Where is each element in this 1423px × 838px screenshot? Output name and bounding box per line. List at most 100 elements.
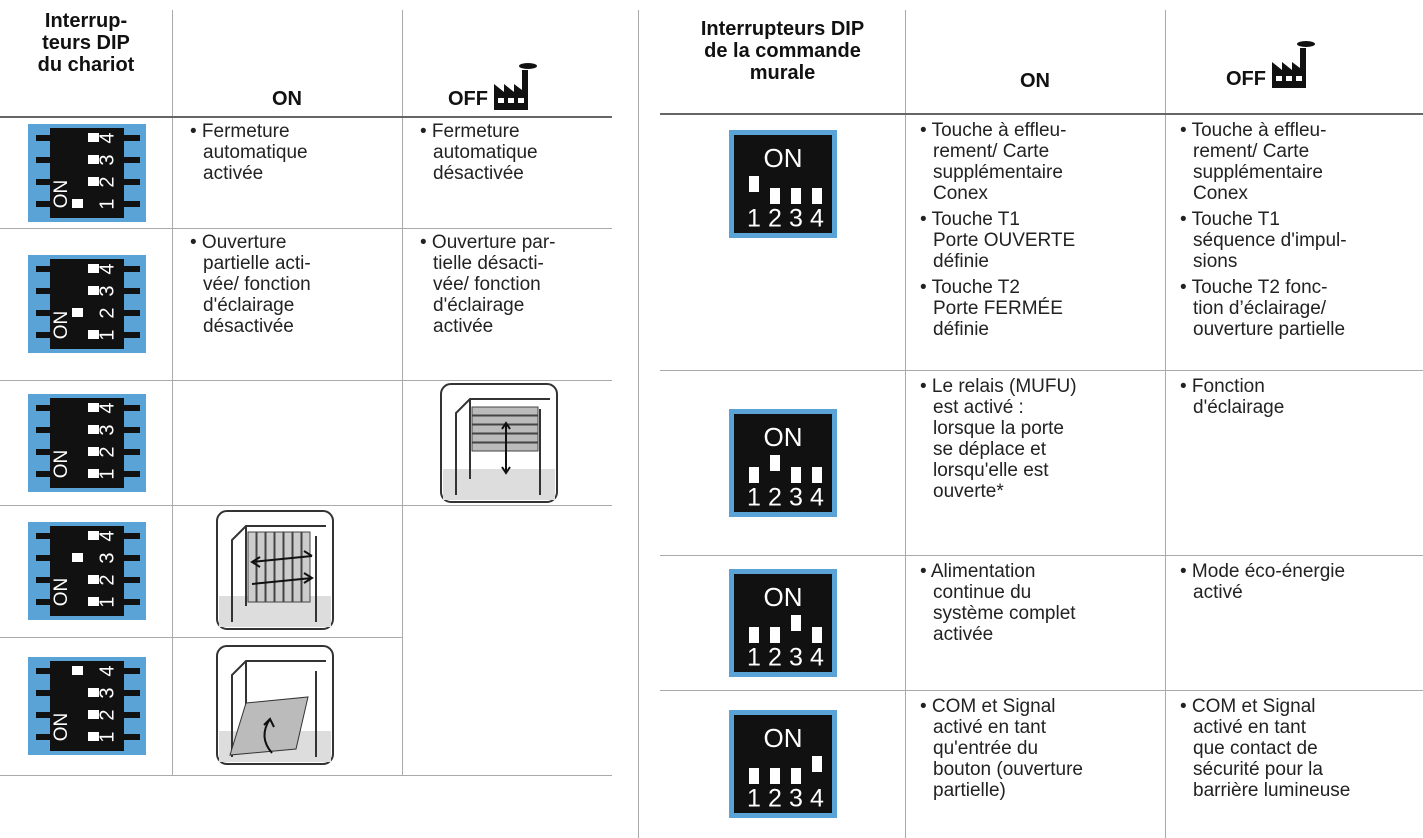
dip-number: 4 [96, 665, 118, 676]
opening [231, 525, 326, 622]
dip-number: 3 [789, 785, 803, 813]
arrow [263, 717, 275, 754]
window [1276, 76, 1282, 81]
bullet-list: • Touche à effleu- rement/ Carte supplém… [1180, 120, 1420, 345]
dip-number: 3 [789, 643, 803, 671]
window [1296, 76, 1302, 81]
pin [36, 555, 140, 561]
dip-number: 3 [96, 154, 118, 165]
switch [88, 597, 99, 606]
switch [812, 466, 822, 483]
factory-shape [1272, 48, 1306, 88]
dip-number: 4 [96, 132, 118, 143]
switch [88, 330, 99, 339]
smoke [1297, 41, 1315, 47]
switch [88, 424, 99, 434]
switch [72, 553, 83, 562]
dip-on: ON [764, 581, 803, 611]
rule-line [0, 228, 612, 229]
dip-number: 2 [96, 709, 118, 720]
switch [791, 188, 801, 204]
dip-switch: 4 3 2 1 ON [28, 657, 146, 755]
dip-number: 1 [96, 596, 118, 607]
bullet-list: • Le relais (MUFU) est activé : lorsque … [920, 376, 1160, 507]
switch [749, 626, 759, 643]
rule-line [0, 505, 612, 506]
dip-number: 1 [747, 205, 761, 233]
switch [88, 710, 99, 719]
window [508, 98, 514, 103]
arrow [501, 421, 511, 475]
switch [749, 176, 759, 192]
dip-number: 1 [96, 329, 118, 340]
switch [88, 264, 99, 273]
window [518, 98, 524, 103]
bullet-item: • Mode éco-énergie activé [1180, 561, 1346, 603]
dip-number: 3 [96, 285, 118, 296]
dip-on: ON [51, 578, 72, 607]
dip-number: 4 [810, 205, 824, 233]
bullet-item: • Touche à effleu- rement/ Carte supplém… [1180, 120, 1327, 204]
dip-number: 3 [96, 424, 118, 435]
bullet-list: • Mode éco-énergie activé [1180, 561, 1420, 608]
dip-number: 1 [96, 731, 118, 742]
rule-line [0, 775, 612, 776]
dip-on: ON [764, 723, 803, 753]
switch [88, 286, 99, 295]
rule-line [638, 10, 639, 838]
panel [471, 406, 539, 416]
dip-number: 4 [96, 530, 118, 541]
dip-switch: 4 3 2 1 ON [28, 393, 146, 492]
bullet-item: • Touche à effleu- rement/ Carte supplém… [920, 120, 1067, 204]
header-cell: Interrupteurs DIP de la commande murale [700, 18, 865, 84]
factory-shape [494, 70, 528, 110]
switch [791, 768, 801, 784]
pin [36, 200, 140, 207]
bullet-list: • Touche à effleu- rement/ Carte supplém… [920, 120, 1160, 345]
switch [770, 626, 780, 643]
rule-line [660, 555, 1423, 556]
dip-number: 4 [810, 483, 824, 511]
switch [812, 756, 822, 772]
switch [88, 176, 99, 186]
switch [88, 732, 99, 741]
window [1286, 76, 1292, 81]
switch [770, 768, 780, 784]
bullet-item: • Ouverture partielle acti- vée/ fonctio… [190, 232, 311, 337]
bullet-list: • COM et Signal activé en tant que conta… [1180, 696, 1420, 806]
smoke [519, 63, 537, 69]
bullet-item: • Touche T1 Porte OUVERTE définie [920, 209, 1076, 272]
dip-on: ON [764, 143, 803, 173]
bullet-item: • Fermeture automatique activée [190, 121, 308, 184]
bullet-item: • Touche T1 séquence d'impul- sions [1180, 209, 1347, 272]
dip-number: 4 [810, 643, 824, 671]
panel [301, 531, 311, 603]
tilt-door [229, 696, 309, 756]
dip-number: 1 [96, 198, 118, 209]
dip-switch: ON 1 2 3 4 [729, 408, 837, 517]
dip-body [734, 413, 832, 512]
dip-on: ON [764, 421, 803, 451]
switch [749, 466, 759, 483]
rule-line [0, 637, 402, 638]
floor [443, 469, 555, 500]
bullet-item: • Fermeture automatique désactivée [420, 121, 538, 184]
dip-number: 2 [96, 446, 118, 457]
dip-number: 4 [810, 785, 824, 813]
dip-number: 1 [747, 785, 761, 813]
switch [770, 188, 780, 204]
switch [88, 688, 99, 697]
switch [72, 198, 83, 208]
dip-number: 2 [768, 643, 782, 671]
switch [791, 614, 801, 631]
panel [283, 531, 293, 603]
pin [36, 668, 140, 674]
dip-on: ON [51, 449, 72, 478]
dip-number: 2 [768, 205, 782, 233]
rule-line [660, 690, 1423, 691]
dip-switch: 4 3 2 1 ON [28, 123, 146, 222]
switch [88, 154, 99, 164]
switch [770, 454, 780, 471]
switch [88, 446, 99, 456]
